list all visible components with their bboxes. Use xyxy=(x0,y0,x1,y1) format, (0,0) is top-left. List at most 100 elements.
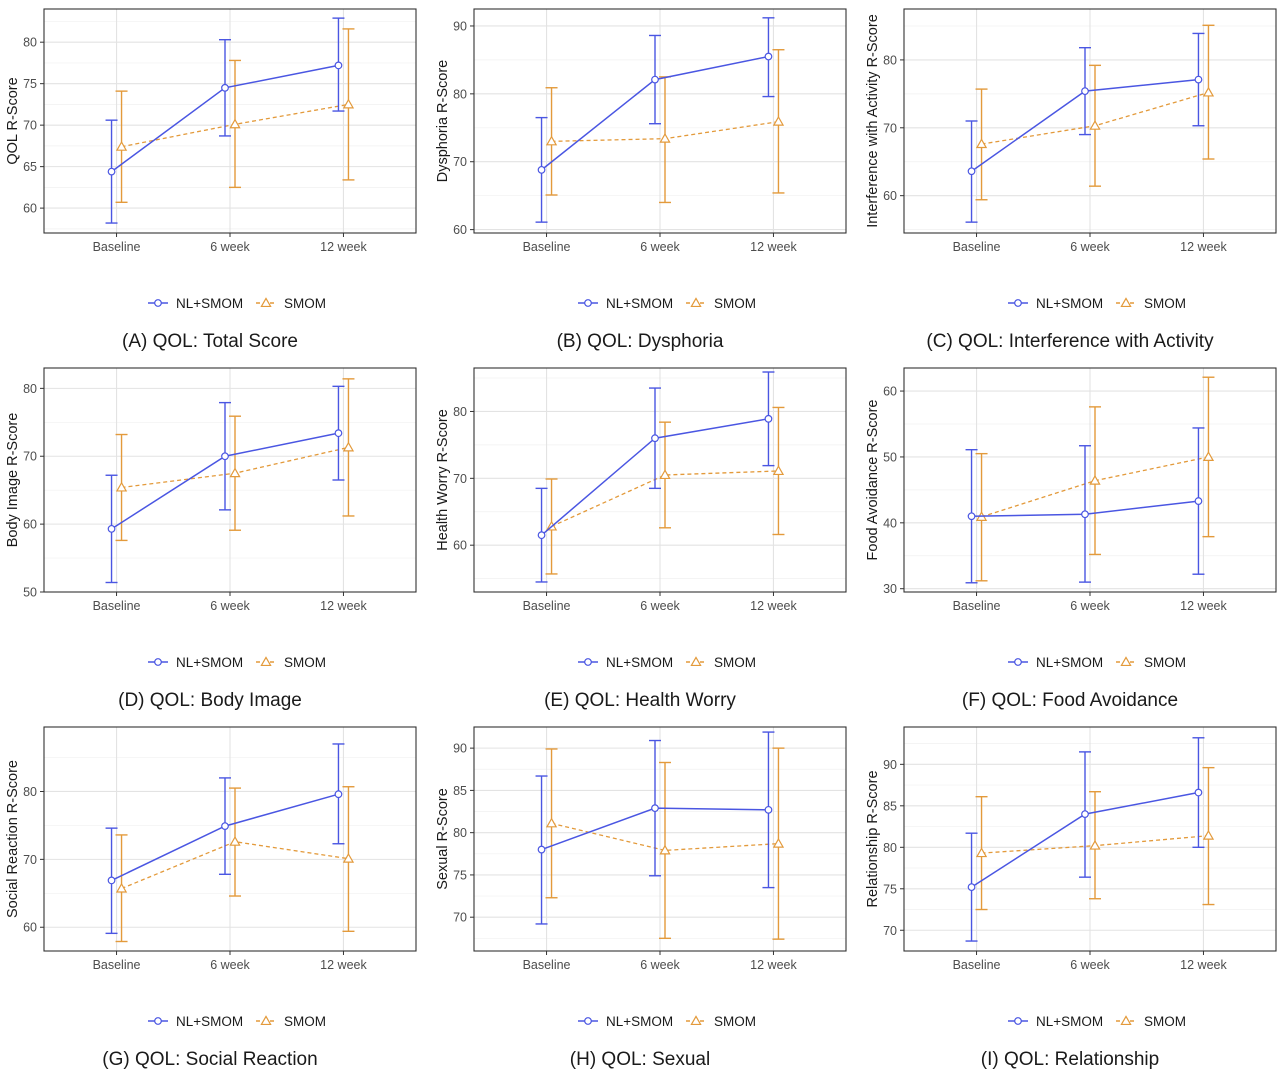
y-tick-label: 60 xyxy=(453,539,467,553)
data-point-triangle xyxy=(229,467,241,478)
panel-caption: (C) QOL: Interference with Activity xyxy=(926,331,1214,352)
x-tick-label: 6 week xyxy=(640,599,680,613)
panel-caption: (G) QOL: Social Reaction xyxy=(102,1049,318,1070)
chart-svg: 30 40 50 60 Baseline 6 week 12 week Food Avoida… xyxy=(865,367,1277,670)
x-tick-label: 6 week xyxy=(210,240,250,254)
chart-svg: 50 60 70 80 Baseline 6 week 12 week Body Image … xyxy=(5,367,417,670)
data-point-circle xyxy=(764,52,773,61)
legend-label: NL+SMOM xyxy=(606,655,673,670)
data-point-triangle xyxy=(1202,451,1215,461)
data-point-circle xyxy=(334,429,343,438)
data-point-triangle xyxy=(1202,86,1215,97)
x-tick-label: 12 week xyxy=(1180,958,1227,972)
legend-circle-icon xyxy=(584,299,592,307)
y-tick-label: 80 xyxy=(23,785,37,799)
y-tick-label: 60 xyxy=(883,189,897,203)
data-point-triangle xyxy=(342,98,355,109)
y-tick-label: 80 xyxy=(453,826,467,840)
legend-label: SMOM xyxy=(284,655,326,670)
data-point-circle xyxy=(651,804,659,813)
x-tick-label: 6 week xyxy=(210,599,250,613)
panel-caption: (E) QOL: Health Worry xyxy=(544,690,736,711)
x-tick-label: 6 week xyxy=(640,240,680,254)
x-tick-label: Baseline xyxy=(93,240,141,254)
plot-border xyxy=(903,726,1277,952)
y-tick-label: 80 xyxy=(23,382,37,396)
data-point-triangle xyxy=(115,140,128,151)
data-point-circle xyxy=(537,165,546,174)
legend-triangle-icon xyxy=(1120,1015,1132,1026)
y-axis-title: Health Worry R-Score xyxy=(435,409,451,551)
data-point-triangle xyxy=(115,481,128,492)
data-point-circle xyxy=(537,531,546,540)
x-tick-label: Baseline xyxy=(93,599,141,613)
y-tick-label: 85 xyxy=(883,799,897,813)
y-tick-label: 60 xyxy=(23,202,37,216)
x-tick-label: 12 week xyxy=(320,599,367,613)
chart-svg: 60 70 80 Baseline 6 week 12 week Health Worry … xyxy=(435,367,847,670)
panel-caption: (D) QOL: Body Image xyxy=(118,690,302,711)
y-tick-label: 80 xyxy=(23,36,37,50)
x-tick-label: 6 week xyxy=(210,958,250,972)
legend-label: NL+SMOM xyxy=(1036,655,1103,670)
x-tick-label: Baseline xyxy=(953,958,1001,972)
data-point-circle xyxy=(764,805,773,814)
data-point-circle xyxy=(1081,510,1089,519)
y-axis-title: Body Image R-Score xyxy=(5,413,21,548)
x-tick-label: Baseline xyxy=(523,599,571,613)
data-point-circle xyxy=(334,790,343,799)
plot-border xyxy=(473,8,847,234)
legend-label: NL+SMOM xyxy=(176,296,243,311)
legend-label: NL+SMOM xyxy=(176,655,243,670)
y-tick-label: 70 xyxy=(23,119,37,133)
y-tick-label: 70 xyxy=(453,911,467,925)
x-tick-label: 12 week xyxy=(320,958,367,972)
chart-panel-7: 60 70 80 Baseline 6 week 12 week Social Reacti… xyxy=(0,718,420,1074)
x-tick-label: 12 week xyxy=(1180,240,1227,254)
legend-label: SMOM xyxy=(714,296,756,311)
y-tick-label: 75 xyxy=(23,77,37,91)
chart-panel-4: 50 60 70 80 Baseline 6 week 12 week Body Image … xyxy=(0,359,420,715)
y-axis-title: Food Avoidance R-Score xyxy=(865,400,881,561)
y-tick-label: 90 xyxy=(883,758,897,772)
y-tick-label: 70 xyxy=(883,121,897,135)
x-tick-label: 6 week xyxy=(640,958,680,972)
data-point-circle xyxy=(537,845,546,854)
data-point-circle xyxy=(1194,497,1203,505)
x-tick-label: 12 week xyxy=(750,599,797,613)
chart-svg: 70 75 80 85 90 Baseline 6 week 12 week Sexual R-… xyxy=(435,726,847,1029)
legend: NL+SMOM SMOM xyxy=(578,296,756,311)
data-point-triangle xyxy=(229,835,241,846)
plot-border xyxy=(43,367,417,593)
x-tick-label: 12 week xyxy=(750,958,797,972)
y-tick-label: 75 xyxy=(453,868,467,882)
data-point-triangle xyxy=(115,882,128,893)
x-tick-label: 12 week xyxy=(320,240,367,254)
plot-border xyxy=(473,726,847,952)
chart-panel-6: 30 40 50 60 Baseline 6 week 12 week Food Avoida… xyxy=(860,359,1280,715)
legend-triangle-icon xyxy=(260,656,272,667)
legend-label: NL+SMOM xyxy=(1036,1014,1103,1029)
legend-label: SMOM xyxy=(284,296,326,311)
y-tick-label: 80 xyxy=(453,87,467,101)
x-tick-label: 12 week xyxy=(1180,599,1227,613)
y-tick-label: 60 xyxy=(453,223,467,237)
data-point-circle xyxy=(221,822,229,831)
data-point-circle xyxy=(107,876,116,885)
data-point-triangle xyxy=(1089,474,1101,485)
legend: NL+SMOM SMOM xyxy=(578,655,756,670)
data-point-triangle xyxy=(659,132,671,143)
y-tick-label: 85 xyxy=(453,784,467,798)
data-point-triangle xyxy=(229,118,241,129)
legend: NL+SMOM SMOM xyxy=(148,1014,326,1029)
legend-circle-icon xyxy=(1014,1017,1022,1025)
data-point-triangle xyxy=(975,847,988,858)
x-tick-label: 6 week xyxy=(1070,240,1110,254)
data-point-triangle xyxy=(1089,119,1101,130)
y-tick-label: 60 xyxy=(23,518,37,532)
legend: NL+SMOM SMOM xyxy=(578,1014,756,1029)
legend-label: SMOM xyxy=(1144,296,1186,311)
panel-caption: (A) QOL: Total Score xyxy=(122,331,298,352)
y-axis-title: QOL R-Score xyxy=(5,77,21,164)
chart-panel-8: 70 75 80 85 90 Baseline 6 week 12 week Sexual R-… xyxy=(430,718,850,1074)
